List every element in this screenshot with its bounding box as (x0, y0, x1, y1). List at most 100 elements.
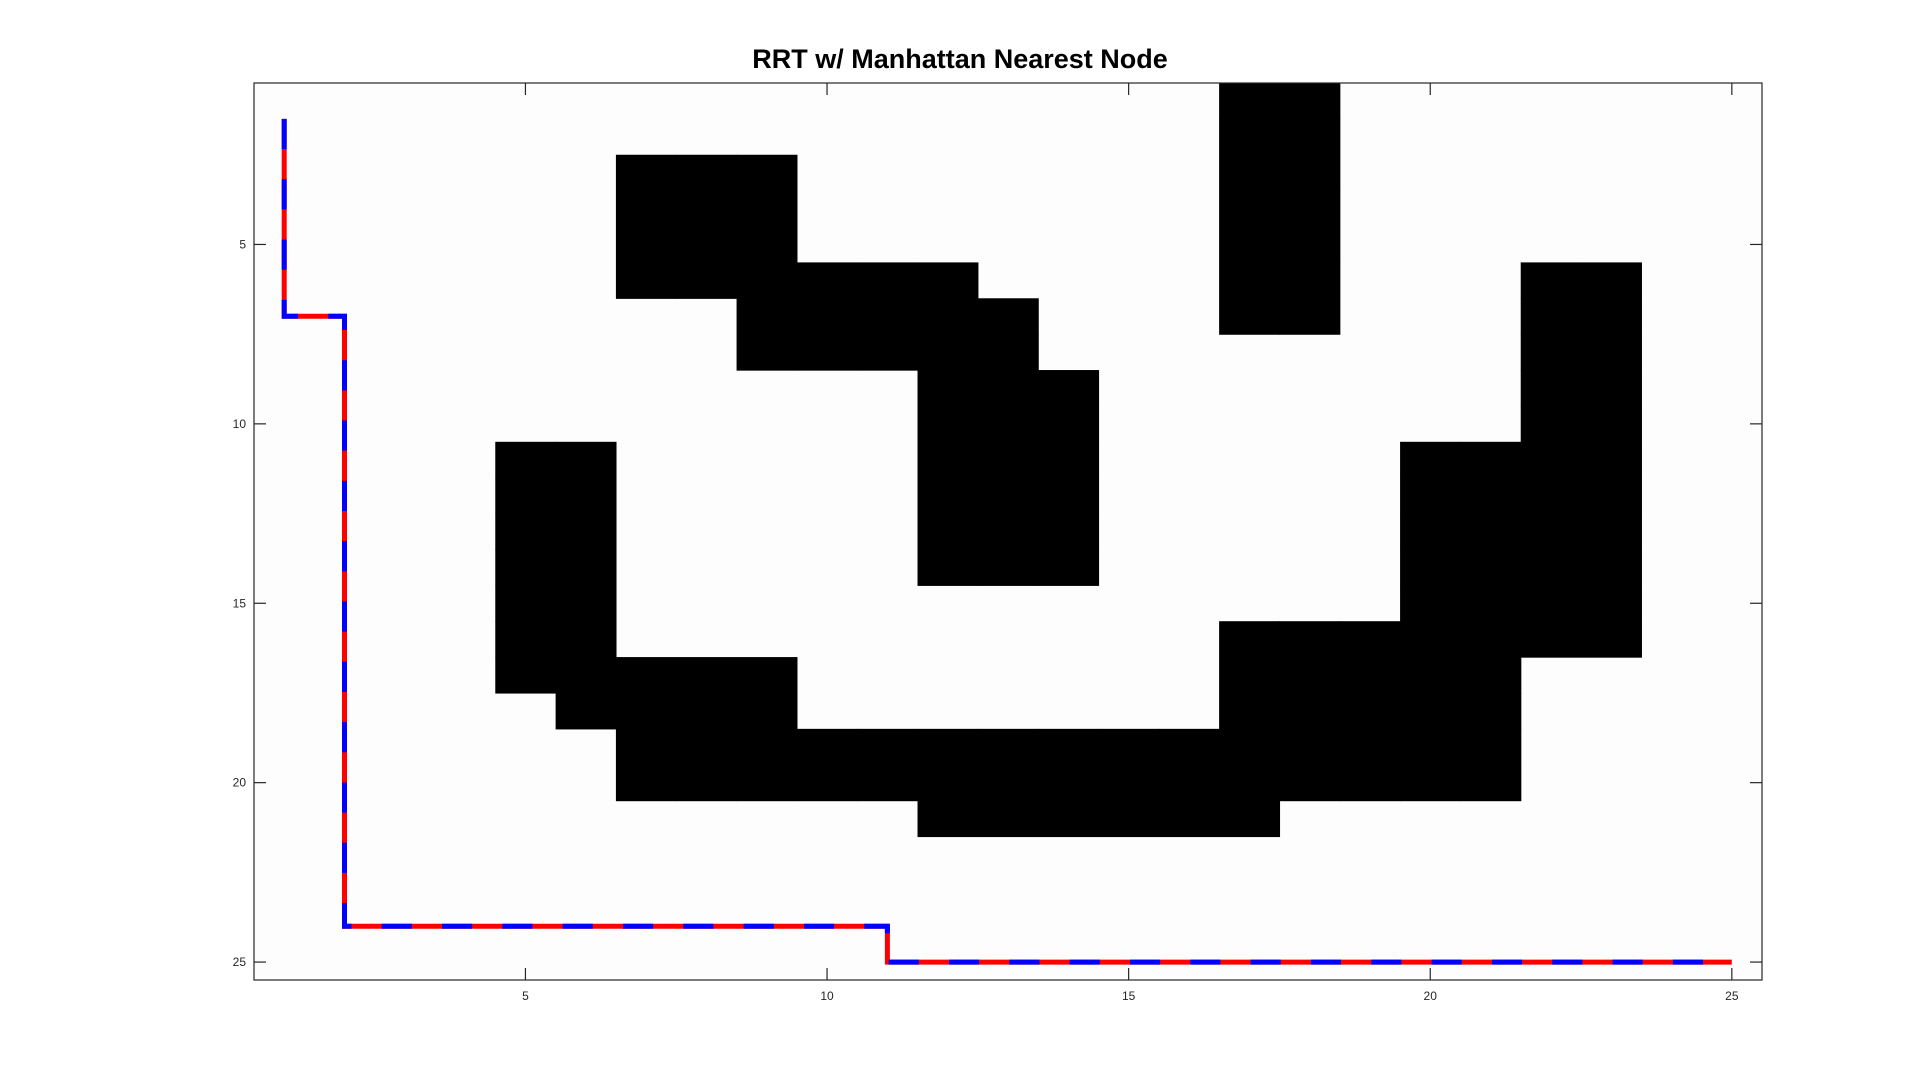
axes-layer: 5 10 15 20 25 5 10 15 20 25 (233, 82, 1763, 1003)
obstacle-cell (736, 764, 798, 802)
obstacle-cell (796, 298, 858, 335)
obstacle-cell (1581, 262, 1642, 299)
obstacle-cell (917, 334, 979, 371)
obstacle-cell (796, 262, 858, 299)
y-tick-label: 5 (239, 237, 246, 251)
obstacle-cell (1520, 370, 1582, 407)
obstacle-cell (1098, 800, 1160, 838)
obstacle-cell (495, 657, 557, 694)
obstacle-cell (1520, 405, 1582, 443)
y-tick-label: 25 (233, 955, 247, 969)
obstacle-cell (555, 441, 617, 479)
obstacle-cell (977, 477, 1039, 515)
obstacle-cell (495, 621, 557, 658)
obstacle-cell (917, 800, 979, 838)
y-tick-label: 15 (233, 596, 247, 610)
path-layer (281, 118, 1732, 965)
obstacle-cell (736, 190, 798, 228)
obstacle-cell (1400, 621, 1461, 658)
obstacle-cell (917, 477, 979, 515)
obstacle-cell (1400, 441, 1461, 479)
obstacle-cell (1460, 728, 1522, 766)
obstacle-cell (1219, 118, 1281, 156)
obstacle-cell (1038, 370, 1100, 407)
obstacle-cell (1279, 83, 1341, 120)
obstacle-cell (1279, 621, 1341, 658)
obstacle-cell (676, 728, 738, 766)
obstacle-cell (917, 370, 979, 407)
obstacle-cell (615, 190, 677, 228)
obstacle-cell (1400, 728, 1461, 766)
obstacle-cell (736, 728, 798, 766)
x-tick-label: 15 (1122, 989, 1136, 1003)
obstacle-cell (615, 692, 677, 730)
obstacle-cell (857, 262, 919, 299)
y-tick-label: 20 (233, 776, 247, 790)
obstacle-cell (555, 477, 617, 515)
obstacle-cell (1581, 549, 1642, 586)
obstacle-cell (676, 190, 738, 228)
obstacle-cell (1520, 477, 1582, 515)
obstacle-cell (1279, 190, 1341, 228)
obstacle-cell (1279, 764, 1341, 802)
obstacle-cell (1038, 441, 1100, 479)
obstacle-cell (1460, 692, 1522, 730)
obstacle-cell (1219, 226, 1281, 263)
obstacle-cell (1581, 441, 1642, 479)
obstacle-cell (857, 764, 919, 802)
obstacle-cell (1581, 298, 1642, 335)
obstacle-cell (1038, 405, 1100, 443)
obstacle-cell (1219, 764, 1281, 802)
obstacle-cell (736, 692, 798, 730)
obstacle-cell (736, 334, 798, 371)
obstacle-cell (1460, 441, 1522, 479)
obstacle-cell (676, 764, 738, 802)
obstacle-cell (1520, 585, 1582, 622)
obstacle-cell (1520, 621, 1582, 658)
obstacle-cell (1279, 262, 1341, 299)
obstacle-cell (615, 764, 677, 802)
obstacle-cell (857, 728, 919, 766)
obstacle-cell (1581, 513, 1642, 551)
obstacle-cell (1158, 728, 1220, 766)
obstacle-cell (495, 549, 557, 586)
obstacle-cell (977, 370, 1039, 407)
obstacle-cell (1038, 728, 1100, 766)
obstacle-cell (1460, 477, 1522, 515)
obstacle-cell (1279, 226, 1341, 263)
obstacle-cell (1279, 728, 1341, 766)
obstacle-cell (676, 692, 738, 730)
obstacle-cell (977, 441, 1039, 479)
obstacle-cell (1520, 549, 1582, 586)
obstacle-cell (1279, 154, 1341, 192)
obstacle-cell (1098, 764, 1160, 802)
obstacle-cell (1279, 118, 1341, 156)
obstacle-cell (917, 405, 979, 443)
obstacle-cell (1400, 657, 1461, 694)
x-tick-label: 20 (1424, 989, 1438, 1003)
obstacle-cell (736, 154, 798, 192)
obstacle-cell (555, 657, 617, 694)
obstacle-cell (1520, 298, 1582, 335)
obstacle-cell (495, 513, 557, 551)
obstacle-cell (1581, 585, 1642, 622)
obstacle-cell (676, 154, 738, 192)
obstacle-cell (736, 657, 798, 694)
obstacle-cell (917, 728, 979, 766)
chart-title: RRT w/ Manhattan Nearest Node (752, 44, 1168, 74)
obstacle-cell (1400, 764, 1461, 802)
obstacle-cell (1460, 764, 1522, 802)
obstacle-cell (1581, 334, 1642, 371)
obstacle-cell (495, 585, 557, 622)
obstacle-cell (1460, 657, 1522, 694)
obstacle-cell (1038, 477, 1100, 515)
obstacle-cell (917, 262, 979, 299)
obstacle-cell (1158, 800, 1220, 838)
obstacle-cell (676, 262, 738, 299)
obstacle-cell (1219, 298, 1281, 335)
y-tick-label: 10 (233, 417, 247, 431)
obstacle-cell (1400, 692, 1461, 730)
obstacle-cell (615, 226, 677, 263)
obstacle-cell (1520, 441, 1582, 479)
